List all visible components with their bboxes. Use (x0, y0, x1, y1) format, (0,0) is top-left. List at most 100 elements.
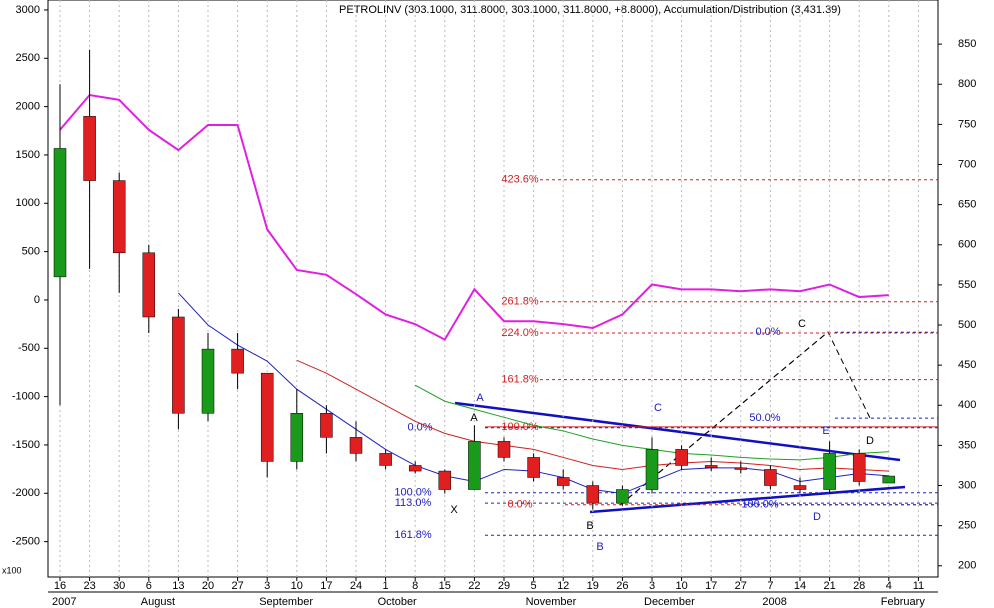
fib-label: 0.0% (407, 422, 432, 434)
x-tick-label: 23 (83, 580, 95, 592)
y2-tick-label: 850 (958, 38, 976, 50)
fib-label: 0.0% (755, 326, 780, 338)
candle-body (823, 453, 836, 490)
month-label: 2008 (762, 596, 786, 608)
fib-label: 161.8% (394, 529, 432, 541)
fib-label: 50.0% (749, 412, 780, 424)
x-tick-label: 3 (649, 580, 655, 592)
y-tick-label: 0 (34, 294, 40, 306)
candle-body (704, 465, 718, 469)
candle-body (882, 475, 896, 484)
y2-tick-label: 750 (958, 118, 976, 130)
y2-tick-label: 450 (958, 359, 976, 371)
x-tick-label: 5 (531, 580, 537, 592)
y-tick-label: 2000 (16, 101, 40, 113)
x-tick-label: 3 (264, 580, 270, 592)
y2-tick-label: 350 (958, 439, 976, 451)
month-label: September (259, 596, 313, 608)
pattern-label: C (798, 318, 806, 330)
y2-tick-label: 200 (958, 560, 976, 572)
x-tick-label: 17 (320, 580, 332, 592)
pattern-label: X (450, 504, 458, 516)
candle-body (556, 477, 570, 486)
x-tick-label: 10 (291, 580, 303, 592)
y2-tick-label: 400 (958, 399, 976, 411)
x-tick-label: 11 (913, 580, 924, 592)
y-tick-label: 3000 (16, 4, 40, 16)
month-label: 2007 (52, 596, 76, 608)
pattern-label: B (586, 520, 593, 532)
candle-body (320, 413, 333, 438)
month-label: November (526, 596, 577, 608)
x-tick-label: 27 (735, 580, 747, 592)
candle-body (527, 457, 540, 478)
x-tick-label: 15 (439, 580, 451, 592)
y2-tick-label: 300 (958, 479, 976, 491)
y2-tick-label: 500 (958, 319, 976, 331)
y-tick-label: 500 (22, 246, 40, 258)
candle-body (734, 467, 748, 470)
candle-body (379, 453, 392, 466)
candle-body (793, 485, 807, 490)
fib-label: 113.0% (395, 497, 432, 509)
x-tick-label: 19 (587, 580, 599, 592)
pattern-label: D (866, 435, 874, 447)
x-tick-label: 24 (350, 580, 362, 592)
pattern-label: A (470, 412, 478, 424)
x-tick-label: 8 (412, 580, 418, 592)
moving-average (296, 359, 889, 472)
month-label: August (141, 596, 175, 608)
fib-label: 100.0% (394, 487, 432, 499)
y-tick-label: 2500 (16, 52, 40, 64)
x-tick-label: 27 (231, 580, 243, 592)
x-tick-label: 22 (468, 580, 480, 592)
fib-label: 161.8% (501, 373, 539, 385)
month-label: October (378, 596, 417, 608)
candle-body (616, 489, 629, 504)
x-tick-label: 28 (853, 580, 865, 592)
y-tick-label: -500 (18, 342, 40, 354)
month-label: February (881, 596, 926, 608)
x-tick-label: 6 (146, 580, 152, 592)
candle-body (468, 441, 481, 490)
x-tick-label: 13 (172, 580, 184, 592)
y-tick-label: -1500 (12, 439, 40, 451)
y-tick-label: -2000 (12, 487, 40, 499)
y-tick-label: 1000 (16, 197, 40, 209)
y-tick-label: -1000 (12, 391, 40, 403)
y2-tick-label: 650 (958, 199, 976, 211)
y-tick-label: 1500 (16, 149, 40, 161)
pattern-label: A (476, 392, 484, 404)
x-tick-label: 4 (886, 580, 892, 592)
candle-body (438, 470, 452, 490)
pattern-label: C (654, 402, 662, 414)
x-tick-label: 21 (823, 580, 835, 592)
trend-line (454, 401, 901, 462)
candle-body (201, 348, 215, 414)
x-tick-label: 1 (383, 580, 389, 592)
candle-body (764, 469, 777, 486)
pattern-label: E (822, 425, 829, 437)
fib-label: 261.8% (501, 296, 539, 308)
y-tick-label: -2500 (12, 536, 40, 548)
fib-label: 0.0% (507, 499, 532, 511)
x-tick-label: 12 (557, 580, 569, 592)
plot-frame (47, 0, 939, 578)
candle-body (645, 449, 659, 490)
x-tick-label: 30 (113, 580, 125, 592)
y2-tick-label: 600 (958, 239, 976, 251)
candle-body (112, 180, 126, 254)
candle-body (83, 116, 96, 181)
fib-label: 100.0% (501, 421, 539, 433)
pattern-label: D (813, 511, 821, 523)
candle-body (586, 485, 600, 504)
y2-tick-label: 800 (958, 78, 976, 90)
x-tick-label: 10 (675, 580, 687, 592)
x-tick-label: 29 (498, 580, 510, 592)
pattern-label: B (596, 541, 603, 553)
month-label: December (644, 596, 695, 608)
candle-body (852, 453, 866, 482)
y2-tick-label: 250 (958, 520, 976, 532)
fib-label: 423.6% (501, 174, 539, 186)
